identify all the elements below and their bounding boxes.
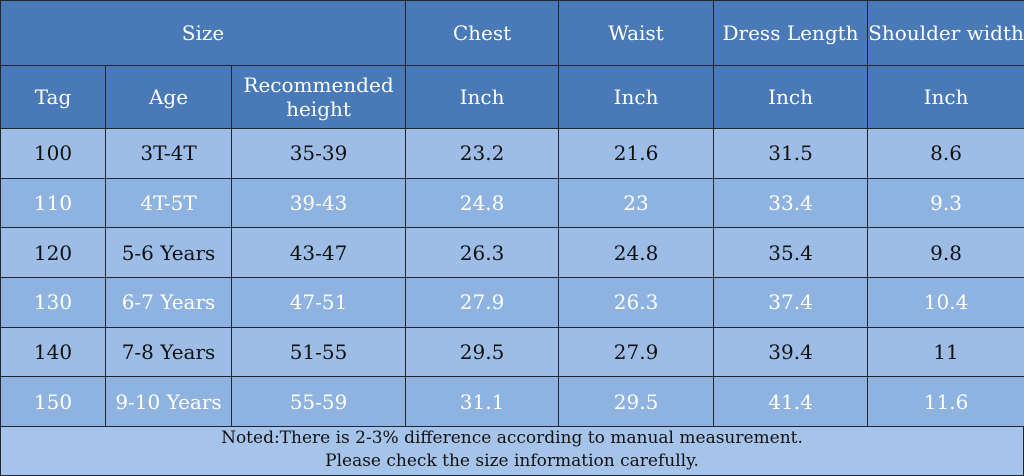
chest-unit: Inch	[406, 66, 559, 129]
age-cell: 3T-4T	[106, 129, 232, 179]
table-row: 110 4T-5T 39-43 24.8 23 33.4 9.3	[1, 178, 1024, 228]
waist-cell: 26.3	[559, 277, 714, 327]
chest-cell: 23.2	[406, 129, 559, 179]
chest-cell: 27.9	[406, 277, 559, 327]
dress-length-unit: Inch	[714, 66, 868, 129]
dress-length-cell: 35.4	[714, 228, 868, 278]
recommended-height-header: Recommended height	[232, 66, 406, 129]
tag-header: Tag	[1, 66, 106, 129]
waist-cell: 21.6	[559, 129, 714, 179]
age-cell: 5-6 Years	[106, 228, 232, 278]
waist-cell: 24.8	[559, 228, 714, 278]
shoulder-width-cell: 9.3	[868, 178, 1024, 228]
waist-cell: 27.9	[559, 327, 714, 377]
dress-length-cell: 33.4	[714, 178, 868, 228]
height-cell: 51-55	[232, 327, 406, 377]
dress-length-header: Dress Length	[714, 1, 868, 66]
waist-cell: 29.5	[559, 377, 714, 427]
chest-header: Chest	[406, 1, 559, 66]
note-line-1: Noted:There is 2-3% difference according…	[1, 427, 1023, 450]
dress-length-cell: 31.5	[714, 129, 868, 179]
tag-cell: 150	[1, 377, 106, 427]
shoulder-width-cell: 9.8	[868, 228, 1024, 278]
waist-cell: 23	[559, 178, 714, 228]
note-line-2: Please check the size information carefu…	[1, 450, 1023, 473]
age-cell: 7-8 Years	[106, 327, 232, 377]
height-cell: 35-39	[232, 129, 406, 179]
shoulder-width-cell: 11.6	[868, 377, 1024, 427]
dress-length-cell: 39.4	[714, 327, 868, 377]
height-cell: 55-59	[232, 377, 406, 427]
chest-cell: 31.1	[406, 377, 559, 427]
age-cell: 6-7 Years	[106, 277, 232, 327]
tag-cell: 130	[1, 277, 106, 327]
shoulder-width-header: Shoulder width	[868, 1, 1024, 66]
tag-cell: 140	[1, 327, 106, 377]
size-header: Size	[1, 1, 406, 66]
chest-cell: 24.8	[406, 178, 559, 228]
table-row: 100 3T-4T 35-39 23.2 21.6 31.5 8.6	[1, 129, 1024, 179]
shoulder-width-cell: 10.4	[868, 277, 1024, 327]
measurement-note: Noted:There is 2-3% difference according…	[0, 426, 1024, 476]
age-header: Age	[106, 66, 232, 129]
height-cell: 47-51	[232, 277, 406, 327]
height-cell: 43-47	[232, 228, 406, 278]
age-cell: 9-10 Years	[106, 377, 232, 427]
dress-length-cell: 37.4	[714, 277, 868, 327]
table-row: 130 6-7 Years 47-51 27.9 26.3 37.4 10.4	[1, 277, 1024, 327]
header-row-groups: Size Chest Waist Dress Length Shoulder w…	[1, 1, 1024, 66]
chest-cell: 29.5	[406, 327, 559, 377]
age-cell: 4T-5T	[106, 178, 232, 228]
table-row: 140 7-8 Years 51-55 29.5 27.9 39.4 11	[1, 327, 1024, 377]
waist-header: Waist	[559, 1, 714, 66]
table-row: 120 5-6 Years 43-47 26.3 24.8 35.4 9.8	[1, 228, 1024, 278]
shoulder-width-cell: 11	[868, 327, 1024, 377]
tag-cell: 110	[1, 178, 106, 228]
shoulder-width-cell: 8.6	[868, 129, 1024, 179]
dress-length-cell: 41.4	[714, 377, 868, 427]
header-row-units: Tag Age Recommended height Inch Inch Inc…	[1, 66, 1024, 129]
size-table: Size Chest Waist Dress Length Shoulder w…	[0, 0, 1024, 427]
waist-unit: Inch	[559, 66, 714, 129]
shoulder-width-unit: Inch	[868, 66, 1024, 129]
chest-cell: 26.3	[406, 228, 559, 278]
tag-cell: 100	[1, 129, 106, 179]
tag-cell: 120	[1, 228, 106, 278]
height-cell: 39-43	[232, 178, 406, 228]
table-row: 150 9-10 Years 55-59 31.1 29.5 41.4 11.6	[1, 377, 1024, 427]
